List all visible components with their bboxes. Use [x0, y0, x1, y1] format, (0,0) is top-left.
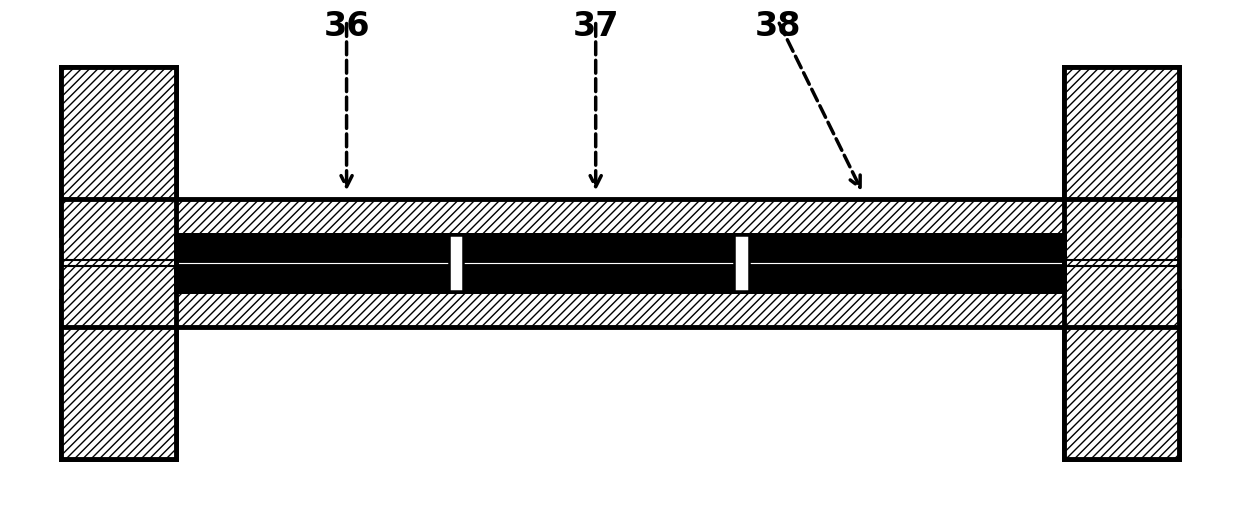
Bar: [61, 198, 1179, 235]
Bar: [1064, 327, 1179, 459]
Bar: [449, 235, 464, 291]
Bar: [1064, 67, 1179, 198]
Bar: [734, 235, 749, 291]
Bar: [61, 67, 176, 459]
Bar: [61, 327, 176, 459]
Text: 37: 37: [573, 11, 619, 44]
Bar: [61, 67, 176, 198]
Text: 36: 36: [324, 11, 370, 44]
Bar: [61, 291, 1179, 327]
Bar: [176, 235, 1064, 260]
Bar: [176, 260, 1064, 266]
Text: 38: 38: [755, 11, 801, 44]
Bar: [1064, 67, 1179, 459]
Bar: [176, 266, 1064, 291]
